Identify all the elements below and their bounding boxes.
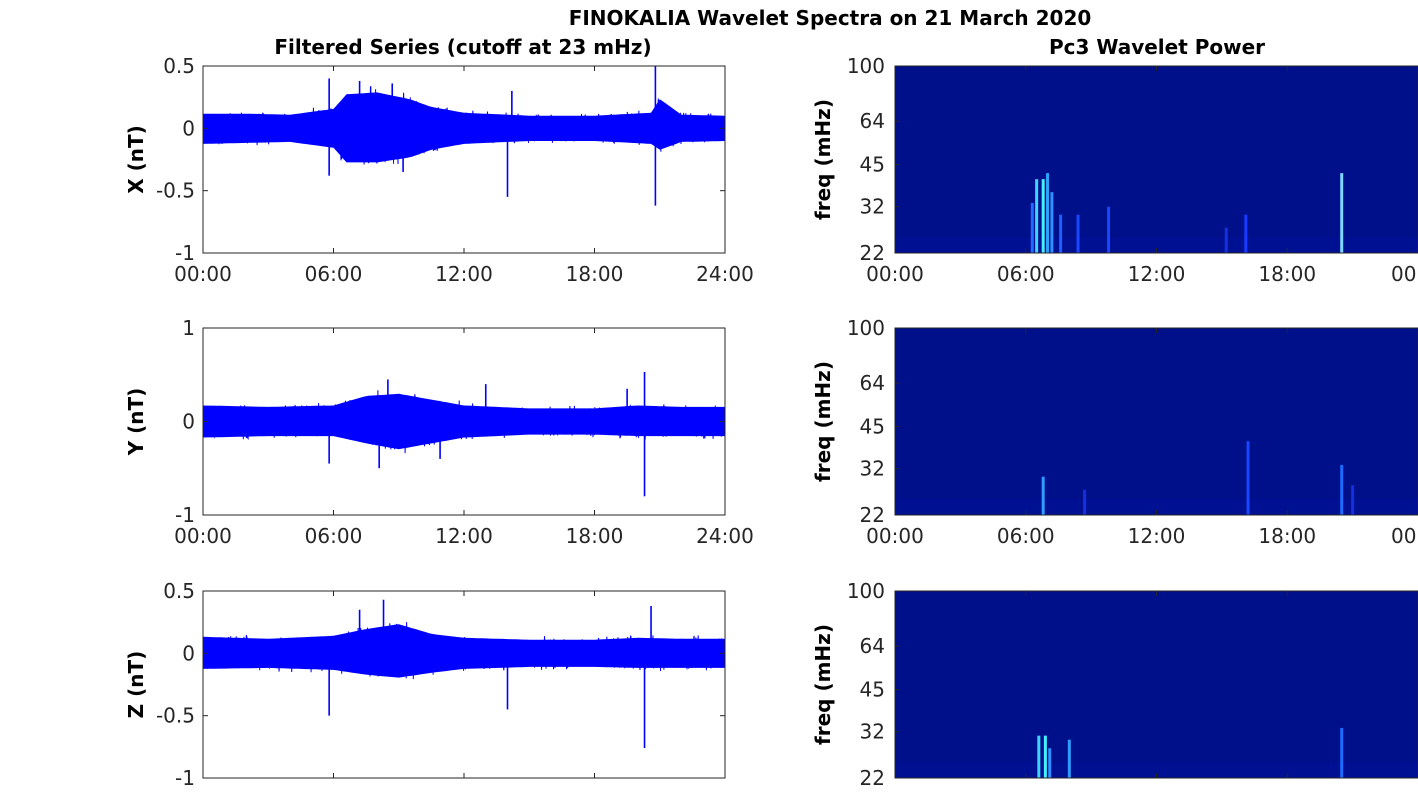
heatmap-panel-5: 100 64 45 32 22 freq (mHz) <box>811 579 1418 790</box>
heatmap-streak <box>1041 179 1045 253</box>
left-column-title: Filtered Series (cutoff at 23 mHz) <box>274 35 651 59</box>
heatmap-streak <box>1046 173 1050 253</box>
y-tick-label: 32 <box>860 195 885 219</box>
data-band <box>203 92 725 163</box>
heatmap-streak <box>1043 735 1047 778</box>
y-tick-label: 22 <box>860 241 885 265</box>
y-tick-label: 0.5 <box>163 579 195 603</box>
heatmap-background <box>895 591 1418 778</box>
x-tick-label: 12:00 <box>435 524 493 548</box>
y-tick-label: -1 <box>175 241 195 265</box>
y-tick-label: 22 <box>860 503 885 527</box>
x-tick-label: 00 <box>1391 524 1416 548</box>
heatmap-streak <box>1035 179 1039 253</box>
x-tick-label: 06:00 <box>305 524 363 548</box>
x-tick-label: 18:00 <box>1258 524 1316 548</box>
plot-area: 0.50-0.5-100:00 06:00 12:00 18:00 24:00X (nT… <box>124 54 1418 790</box>
y-axis-label: freq (mHz) <box>811 361 835 482</box>
heatmap-streak <box>1224 227 1228 253</box>
x-tick-label: 24:00 <box>696 524 754 548</box>
plot-background <box>203 66 725 253</box>
heatmap-streak <box>1340 464 1344 515</box>
heatmap-streak <box>1340 173 1344 253</box>
y-tick-label: 45 <box>860 153 885 177</box>
y-tick-label: 64 <box>860 371 885 395</box>
x-tick-label: 00:00 <box>174 262 232 286</box>
data-band <box>203 624 725 678</box>
x-tick-label: 12:00 <box>1128 262 1186 286</box>
y-tick-label: -0.5 <box>156 179 195 203</box>
y-axis-label: Y (nT) <box>124 388 148 457</box>
heatmap-streak <box>1107 206 1111 253</box>
heatmap-streak <box>1351 485 1355 515</box>
data-band <box>203 393 725 450</box>
right-column-title: Pc3 Wavelet Power <box>1049 35 1265 59</box>
line-panel-1: 1 0 -100:00 06:00 12:00 18:00 24:00 Y (nT) <box>124 316 754 548</box>
x-tick-label: 06:00 <box>305 262 363 286</box>
y-axis-label: freq (mHz) <box>811 99 835 220</box>
line-panel-2: 0.5 0 -0.5 -1 Z (nT) <box>124 579 726 790</box>
y-tick-label: 100 <box>847 316 885 340</box>
y-tick-label: 32 <box>860 720 885 744</box>
plot-background <box>203 591 725 778</box>
heatmap-background <box>895 328 1418 515</box>
x-tick-label: 06:00 <box>997 524 1055 548</box>
x-tick-label: 00:00 <box>174 524 232 548</box>
x-tick-label: 12:00 <box>435 262 493 286</box>
y-axis-label: Z (nT) <box>124 651 148 719</box>
y-tick-label: 32 <box>860 457 885 481</box>
y-tick-label: 100 <box>847 54 885 78</box>
y-tick-label: 0 <box>182 410 195 434</box>
x-tick-label: 18:00 <box>566 524 624 548</box>
heatmap-background <box>895 66 1418 253</box>
heatmap-streak <box>1048 748 1052 778</box>
heatmap-streak <box>1041 476 1045 515</box>
x-tick-label: 00 <box>1391 262 1416 286</box>
y-tick-label: 64 <box>860 634 885 658</box>
heatmap-streak <box>1030 202 1034 253</box>
x-tick-label: 18:00 <box>1258 262 1316 286</box>
heatmap-streak <box>1067 739 1071 778</box>
line-panel-0: 0.5 0 -0.5 -100:00 06:00 12:00 18:00 24:00 X (nT… <box>124 54 754 286</box>
y-tick-label: 45 <box>860 415 885 439</box>
y-tick-label: 0.5 <box>163 54 195 78</box>
x-tick-label: 00:00 <box>866 262 924 286</box>
y-tick-label: -1 <box>175 766 195 788</box>
y-tick-label: 1 <box>182 316 195 340</box>
y-tick-label: -0.5 <box>156 704 195 728</box>
y-tick-label: 45 <box>860 678 885 702</box>
y-axis-label: freq (mHz) <box>811 624 835 745</box>
x-tick-label: 00:00 <box>866 524 924 548</box>
y-axis-label: X (nT) <box>124 125 148 194</box>
heatmap-streak <box>1076 214 1080 253</box>
x-tick-label: 18:00 <box>566 262 624 286</box>
heatmap-streak <box>1244 214 1248 253</box>
figure-suptitle: FINOKALIA Wavelet Spectra on 21 March 20… <box>569 6 1092 30</box>
y-tick-label: 100 <box>847 579 885 603</box>
heatmap-streak <box>1037 735 1041 778</box>
y-tick-label: 0 <box>182 641 195 665</box>
heatmap-streak <box>1083 489 1087 515</box>
x-tick-label: 06:00 <box>997 262 1055 286</box>
x-tick-label: 24:00 <box>696 262 754 286</box>
heatmap-streak <box>1059 214 1063 253</box>
y-tick-label: 22 <box>860 766 885 788</box>
y-tick-label: 64 <box>860 109 885 133</box>
heatmap-streak <box>1340 727 1344 778</box>
y-tick-label: -1 <box>175 503 195 527</box>
x-tick-label: 12:00 <box>1128 524 1186 548</box>
heatmap-streak <box>1246 441 1250 515</box>
y-tick-label: 0 <box>182 116 195 140</box>
heatmap-streak <box>1050 192 1054 253</box>
